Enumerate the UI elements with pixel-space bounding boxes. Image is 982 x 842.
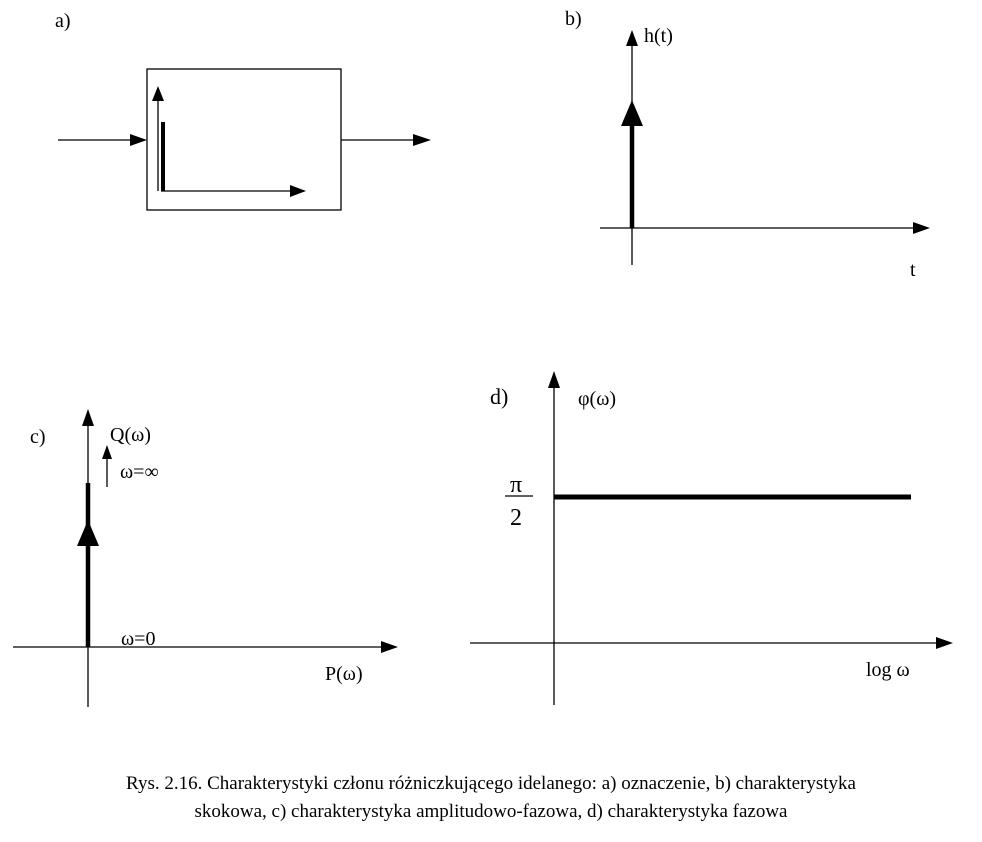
b-y-axis-label: h(t) bbox=[644, 25, 673, 47]
d-x-arrowhead bbox=[936, 637, 953, 649]
panel-d: d) φ(ω) log ω π 2 bbox=[470, 371, 953, 705]
c-y-arrowhead bbox=[82, 409, 94, 426]
panel-c-label: c) bbox=[30, 426, 46, 448]
c-y-axis-label: Q(ω) bbox=[110, 424, 151, 446]
b-y-arrowhead bbox=[626, 30, 638, 46]
inner-y-arrowhead bbox=[152, 86, 164, 101]
block-box bbox=[146, 68, 342, 211]
output-arrowhead bbox=[413, 134, 431, 146]
c-omega-infinity-label: ω=∞ bbox=[120, 461, 159, 483]
c-impulse-arrowhead bbox=[77, 520, 99, 546]
d-y-axis-label: φ(ω) bbox=[578, 388, 616, 410]
d-x-axis-label: log ω bbox=[866, 659, 910, 681]
c-omega-zero-label: ω=0 bbox=[121, 628, 155, 650]
b-impulse-arrowhead bbox=[621, 100, 643, 126]
panel-b: b) h(t) t bbox=[565, 8, 930, 281]
caption-line-1: Rys. 2.16. Charakterystyki członu różnic… bbox=[126, 773, 856, 794]
d-y-arrowhead bbox=[548, 371, 560, 388]
c-x-axis-label: P(ω) bbox=[325, 663, 363, 685]
b-x-arrowhead bbox=[913, 222, 930, 234]
inner-x-arrowhead bbox=[290, 185, 306, 197]
d-level-numerator: π bbox=[510, 472, 522, 498]
panel-d-label: d) bbox=[490, 384, 508, 409]
panel-a: a) bbox=[55, 10, 431, 211]
panel-a-label: a) bbox=[55, 10, 71, 32]
figure-caption: Rys. 2.16. Charakterystyki członu różnic… bbox=[0, 770, 982, 826]
input-arrowhead bbox=[130, 134, 147, 146]
panel-b-label: b) bbox=[565, 8, 582, 30]
c-direction-arrowhead bbox=[102, 445, 112, 459]
c-x-arrowhead bbox=[381, 641, 398, 653]
d-level-denominator: 2 bbox=[510, 505, 522, 531]
caption-line-2: skokowa, c) charakterystyka amplitudowo-… bbox=[194, 801, 788, 822]
panel-c: c) Q(ω) P(ω) ω=∞ ω=0 bbox=[13, 409, 398, 707]
b-x-axis-label: t bbox=[910, 259, 916, 281]
